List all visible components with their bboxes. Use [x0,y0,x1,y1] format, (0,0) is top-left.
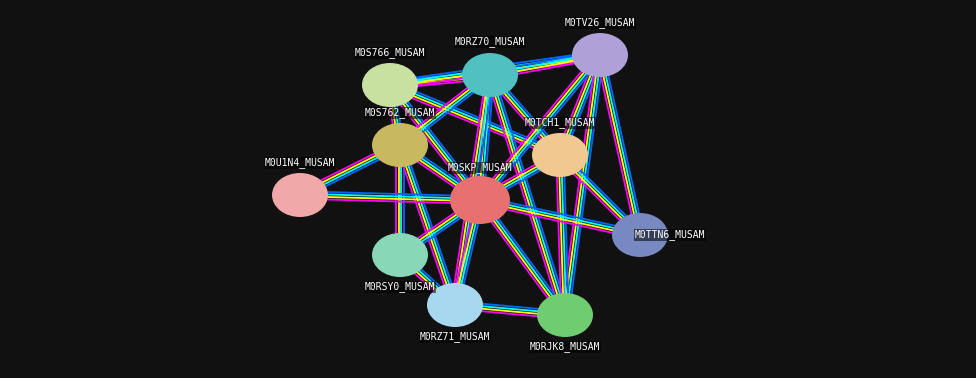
Ellipse shape [537,293,593,337]
Ellipse shape [372,233,428,277]
Ellipse shape [450,176,510,224]
Text: M0S766_MUSAM: M0S766_MUSAM [354,48,426,59]
Text: M0SKP_MUSAM: M0SKP_MUSAM [448,163,512,174]
Ellipse shape [427,283,483,327]
Text: M0RZ70_MUSAM: M0RZ70_MUSAM [455,37,525,48]
Ellipse shape [572,33,628,77]
Text: M0TTN6_MUSAM: M0TTN6_MUSAM [634,229,706,240]
Text: M0S762_MUSAM: M0S762_MUSAM [365,108,435,118]
Ellipse shape [272,173,328,217]
Text: M0TCH1_MUSAM: M0TCH1_MUSAM [525,118,595,129]
Ellipse shape [462,53,518,97]
Text: M0U1N4_MUSAM: M0U1N4_MUSAM [264,158,335,169]
Ellipse shape [372,123,428,167]
Text: M0RZ71_MUSAM: M0RZ71_MUSAM [420,332,490,342]
Text: M0TV26_MUSAM: M0TV26_MUSAM [565,17,635,28]
Ellipse shape [612,213,668,257]
Text: M0RSY0_MUSAM: M0RSY0_MUSAM [365,282,435,293]
Text: M0RJK8_MUSAM: M0RJK8_MUSAM [530,342,600,352]
Ellipse shape [362,63,418,107]
Ellipse shape [532,133,588,177]
